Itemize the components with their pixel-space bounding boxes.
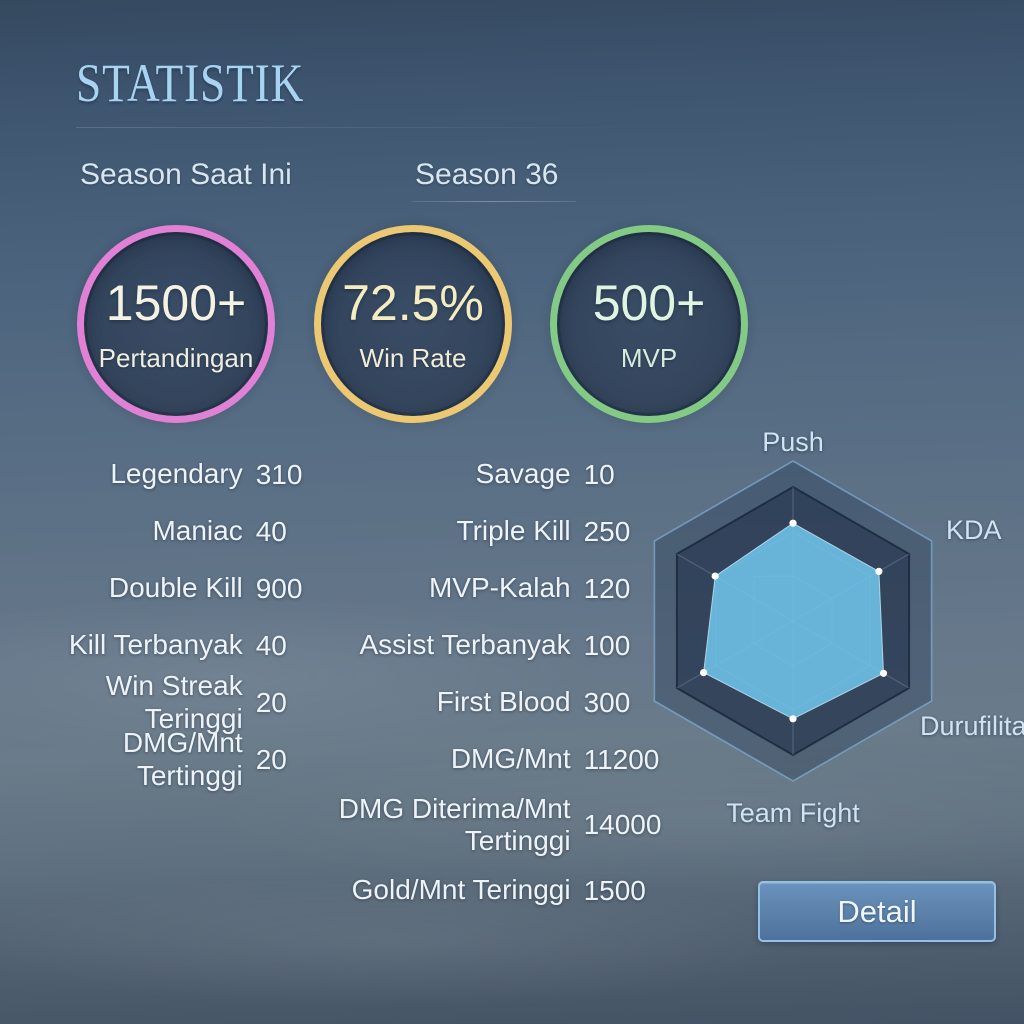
title-divider	[76, 127, 636, 128]
stats-column-left: Legendary 310 Maniac 40 Double Kill 900 …	[15, 446, 365, 790]
stat-row-first-blood: First Blood 300	[330, 674, 700, 731]
stat-label: Kill Terbanyak	[68, 629, 243, 661]
radar-axis-label-kda: KDA	[946, 515, 1002, 545]
stat-row-double-kill: Double Kill 900	[15, 560, 365, 617]
stat-label: Triple Kill	[456, 515, 571, 547]
mvp-label: MVP	[620, 342, 678, 373]
stat-row-dmg-diterima: DMG Diterima/Mnt Tertinggi 14000	[330, 788, 700, 862]
tab-season-36-underline	[412, 201, 576, 202]
stat-label: Double Kill	[108, 572, 243, 604]
radar-chart: Push KDA Durufilita Team Fight	[628, 425, 1024, 837]
stat-row-maniac: Maniac 40	[15, 503, 365, 560]
stat-row-win-streak: Win Streak Teringgi 20	[15, 670, 365, 733]
stat-row-legendary: Legendary 310	[15, 446, 365, 503]
stat-label: Win Streak Teringgi	[105, 670, 243, 734]
stat-label: Savage	[475, 458, 571, 490]
radar-axis-label-push: Push	[762, 427, 824, 457]
detail-button[interactable]: Detail	[758, 881, 996, 942]
radar-axis-label-durufilita: Durufilita	[920, 711, 1024, 741]
stat-value: 120	[583, 572, 631, 604]
stat-value: 300	[583, 686, 631, 718]
stat-row-dmg-mnt: DMG/Mnt 11200	[330, 731, 700, 788]
mvp-value: 500+	[592, 274, 706, 331]
stat-label: Maniac	[152, 515, 243, 547]
winrate-value: 72.5%	[342, 274, 484, 331]
matches-value: 1500+	[105, 274, 247, 331]
stat-label: First Blood	[436, 686, 571, 718]
stat-value: 100	[583, 629, 631, 661]
mvp-circle: 500+ MVP	[550, 225, 748, 423]
stat-row-gold-mnt: Gold/Mnt Teringgi 1500	[330, 862, 700, 919]
stat-value: 40	[255, 515, 287, 547]
winrate-circle: 72.5% Win Rate	[314, 225, 512, 423]
stat-row-savage: Savage 10	[330, 446, 700, 503]
stat-label: DMG/Mnt Tertinggi	[122, 727, 243, 791]
stat-label: Assist Terbanyak	[359, 629, 571, 661]
stat-value: 900	[255, 572, 303, 604]
stat-value: 10	[583, 458, 615, 490]
tab-season-36[interactable]: Season 36	[415, 158, 559, 191]
radar-hexagon-svg	[653, 460, 933, 782]
stat-value: 40	[255, 629, 287, 661]
stat-value: 14000	[583, 809, 662, 840]
stat-value: 1500	[583, 874, 646, 906]
stat-label: Legendary	[110, 458, 243, 490]
radar-axis-label-team-fight: Team Fight	[726, 798, 860, 828]
stat-row-dmg-mnt-tertinggi: DMG/Mnt Tertinggi 20	[15, 727, 365, 790]
stat-label: MVP-Kalah	[428, 572, 571, 604]
stat-row-kill-terbanyak: Kill Terbanyak 40	[15, 617, 365, 674]
stat-label: DMG Diterima/Mnt Tertinggi	[338, 792, 571, 856]
stat-value: 20	[255, 686, 287, 718]
stat-value: 310	[255, 458, 303, 490]
stats-column-right: Savage 10 Triple Kill 250 MVP-Kalah 120 …	[330, 446, 700, 919]
radar-data-points	[700, 519, 888, 723]
stat-value: 20	[255, 743, 287, 775]
matches-label: Pertandingan	[98, 342, 254, 373]
stat-row-mvp-kalah: MVP-Kalah 120	[330, 560, 700, 617]
detail-button-label: Detail	[837, 893, 917, 929]
stat-row-triple-kill: Triple Kill 250	[330, 503, 700, 560]
stat-row-assist-terbanyak: Assist Terbanyak 100	[330, 617, 700, 674]
stat-label: DMG/Mnt	[450, 743, 571, 775]
stat-value: 11200	[583, 743, 660, 775]
winrate-label: Win Rate	[359, 342, 467, 373]
tab-season-saat-ini[interactable]: Season Saat Ini	[80, 158, 292, 191]
stat-label: Gold/Mnt Teringgi	[351, 874, 571, 906]
matches-circle: 1500+ Pertandingan	[77, 225, 275, 423]
stat-value: 250	[583, 515, 631, 547]
page-title: STATISTIK	[76, 53, 305, 113]
